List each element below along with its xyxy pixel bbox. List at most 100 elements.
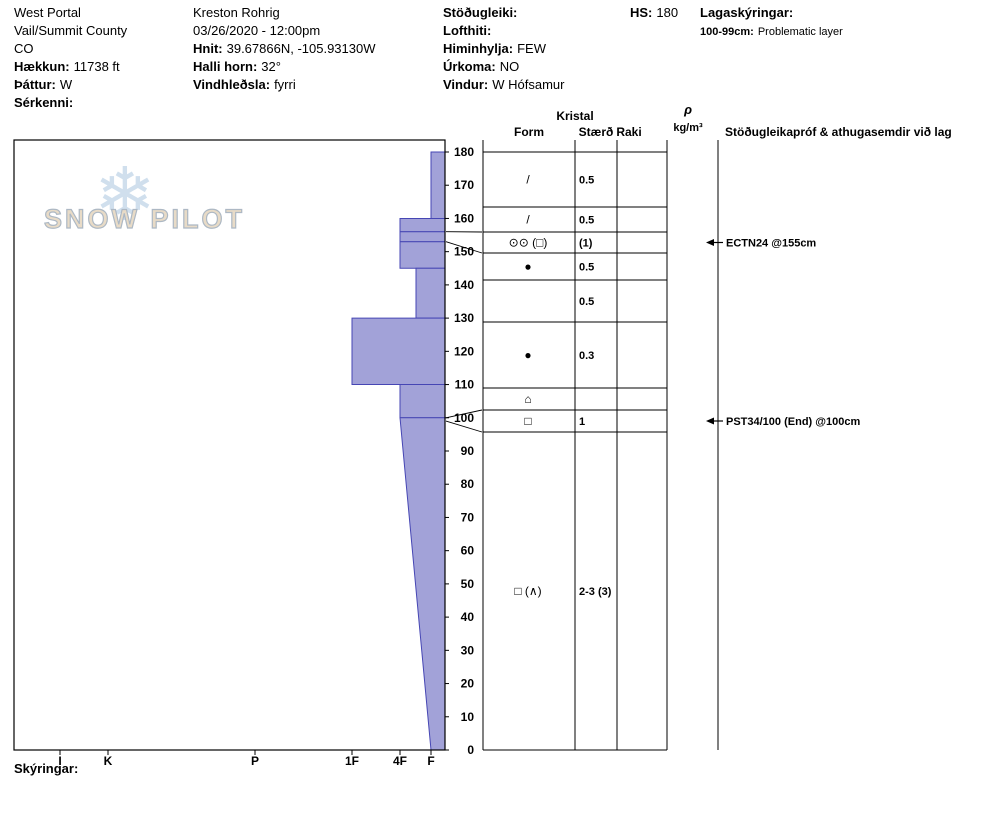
site-state: CO [14,41,34,56]
air-temp-row: Lofthiti: [443,22,565,40]
depth-tick-label: 50 [461,577,475,591]
depth-tick-label: 180 [454,145,474,159]
snowflake-icon: ❄ [94,152,157,238]
hardness-bar [399,417,446,751]
wind-loading-label: Vindhleðsla: [193,77,271,92]
air-temp-label: Lofthiti: [443,23,492,38]
hardness-axis-label: I [58,754,61,768]
coords-label: Hnit: [193,41,223,56]
depth-tick-label: 40 [461,610,475,624]
layer-note-range: 100-99cm: [700,26,754,38]
layer-form-symbol: / [526,213,530,227]
layer-size: 0.5 [579,296,594,308]
aspect-row: Þáttur: W [14,76,127,94]
layer-form-symbol: ⊙⊙ (□) [509,236,548,250]
layer-note-text: Problematic layer [757,26,843,38]
hardness-bar [399,241,446,269]
layer-form-symbol: ● [524,348,531,362]
precip-row: Úrkoma: NO [443,58,565,76]
site-region: Vail/Summit County [14,23,128,38]
hardness-axis-label: 1F [345,754,359,768]
hs-value: 180 [656,5,679,20]
test-arrow-head [706,239,714,246]
header-layer-notes-block: Lagaskýringar: 100-99cm: Problematic laye… [700,4,843,40]
depth-tick-label: 130 [454,311,474,325]
precip-value: NO [499,59,520,74]
layer-form-symbol: □ [524,414,531,428]
wind-loading-value: fyrri [274,77,296,92]
layer-size: 0.3 [579,350,594,362]
col-header-kristal: Kristal [556,109,593,123]
aspect-label: Þáttur: [14,77,56,92]
layer-form-symbol: □ (∧) [514,584,541,598]
header-location-block: West Portal Vail/Summit County CO Hækkun… [14,4,127,112]
header-hs-block: HS: 180 [630,4,678,22]
feature-row: Sérkenni: [14,94,127,112]
hardness-bar [430,151,446,219]
observer-name: Kreston Rohrig [193,5,280,20]
col-header-density-unit: kg/m³ [673,122,703,134]
layer-connector [445,420,483,433]
watermark-brand-text: SNOW PILOT [43,203,245,234]
observation-datetime: 03/26/2020 - 12:00pm [193,23,321,38]
site-name: West Portal [14,5,81,20]
layer-notes-title: Lagaskýringar: [700,5,794,20]
test-annotation-label: ECTN24 @155cm [726,238,816,250]
depth-tick-label: 80 [461,477,475,491]
depth-tick-label: 30 [461,643,475,657]
slope-value: 32° [261,59,281,74]
sky-row: Himinhylja: FEW [443,40,565,58]
depth-tick-label: 0 [467,743,474,757]
depth-tick-label: 60 [461,544,475,558]
layer-size: 0.5 [579,175,594,187]
hardness-bar [351,317,446,386]
depth-tick-label: 120 [454,344,474,358]
col-header-wetness: Raki [616,125,641,139]
test-annotation-label: PST34/100 (End) @100cm [726,416,860,428]
snowpilot-watermark: ❄ SNOW PILOT [42,158,272,260]
depth-tick-label: 90 [461,444,475,458]
layer-form-symbol: ⌂ [524,392,531,406]
profile-chart-frame [13,139,446,751]
precip-label: Úrkoma: [443,59,496,74]
depth-tick-label: 70 [461,510,475,524]
hardness-bar [399,217,446,233]
stability-label: Stöðugleiki: [443,5,518,20]
layer-size: 0.5 [579,262,594,274]
hardness-bar [399,384,446,419]
hs-label: HS: [630,5,653,20]
header-weather-block: Stöðugleiki: Lofthiti: Himinhylja: FEW Úr… [443,4,565,94]
layer-form-symbol: ● [524,260,531,274]
col-header-size: Stærð [579,125,614,139]
coords-value: 39.67866N, -105.93130W [226,41,376,56]
wind-label: Vindur: [443,77,489,92]
comments-section-label: Skýringar: [14,761,79,776]
hardness-axis-label: P [251,754,259,768]
aspect-value: W [59,77,73,92]
sky-value: FEW [517,41,546,56]
layer-size: 1 [579,416,585,428]
hardness-axis-label: F [427,754,434,768]
layer-size: 2-3 (3) [579,586,612,598]
slope-label: Halli horn: [193,59,258,74]
elevation-label: Hækkun: [14,59,70,74]
depth-tick-label: 170 [454,178,474,192]
elevation-row: Hækkun: 11738 ft [14,58,127,76]
wind-row: Vindur: W Hófsamur [443,76,565,94]
coords-row: Hnit: 39.67866N, -105.93130W [193,40,376,58]
feature-label: Sérkenni: [14,95,74,110]
depth-tick-label: 150 [454,245,474,259]
hardness-bar [399,231,446,243]
depth-tick-label: 140 [454,278,474,292]
wind-value: W Hófsamur [492,77,565,92]
depth-tick-label: 100 [454,411,474,425]
hardness-axis-label: 4F [393,754,407,768]
layer-size: 0.5 [579,215,594,227]
col-header-tests: Stöðugleikapróf & athugasemdir við lag [725,125,952,139]
sky-label: Himinhylja: [443,41,514,56]
layer-size: (1) [579,238,593,250]
depth-tick-label: 10 [461,710,475,724]
hs-row: HS: 180 [630,4,678,22]
